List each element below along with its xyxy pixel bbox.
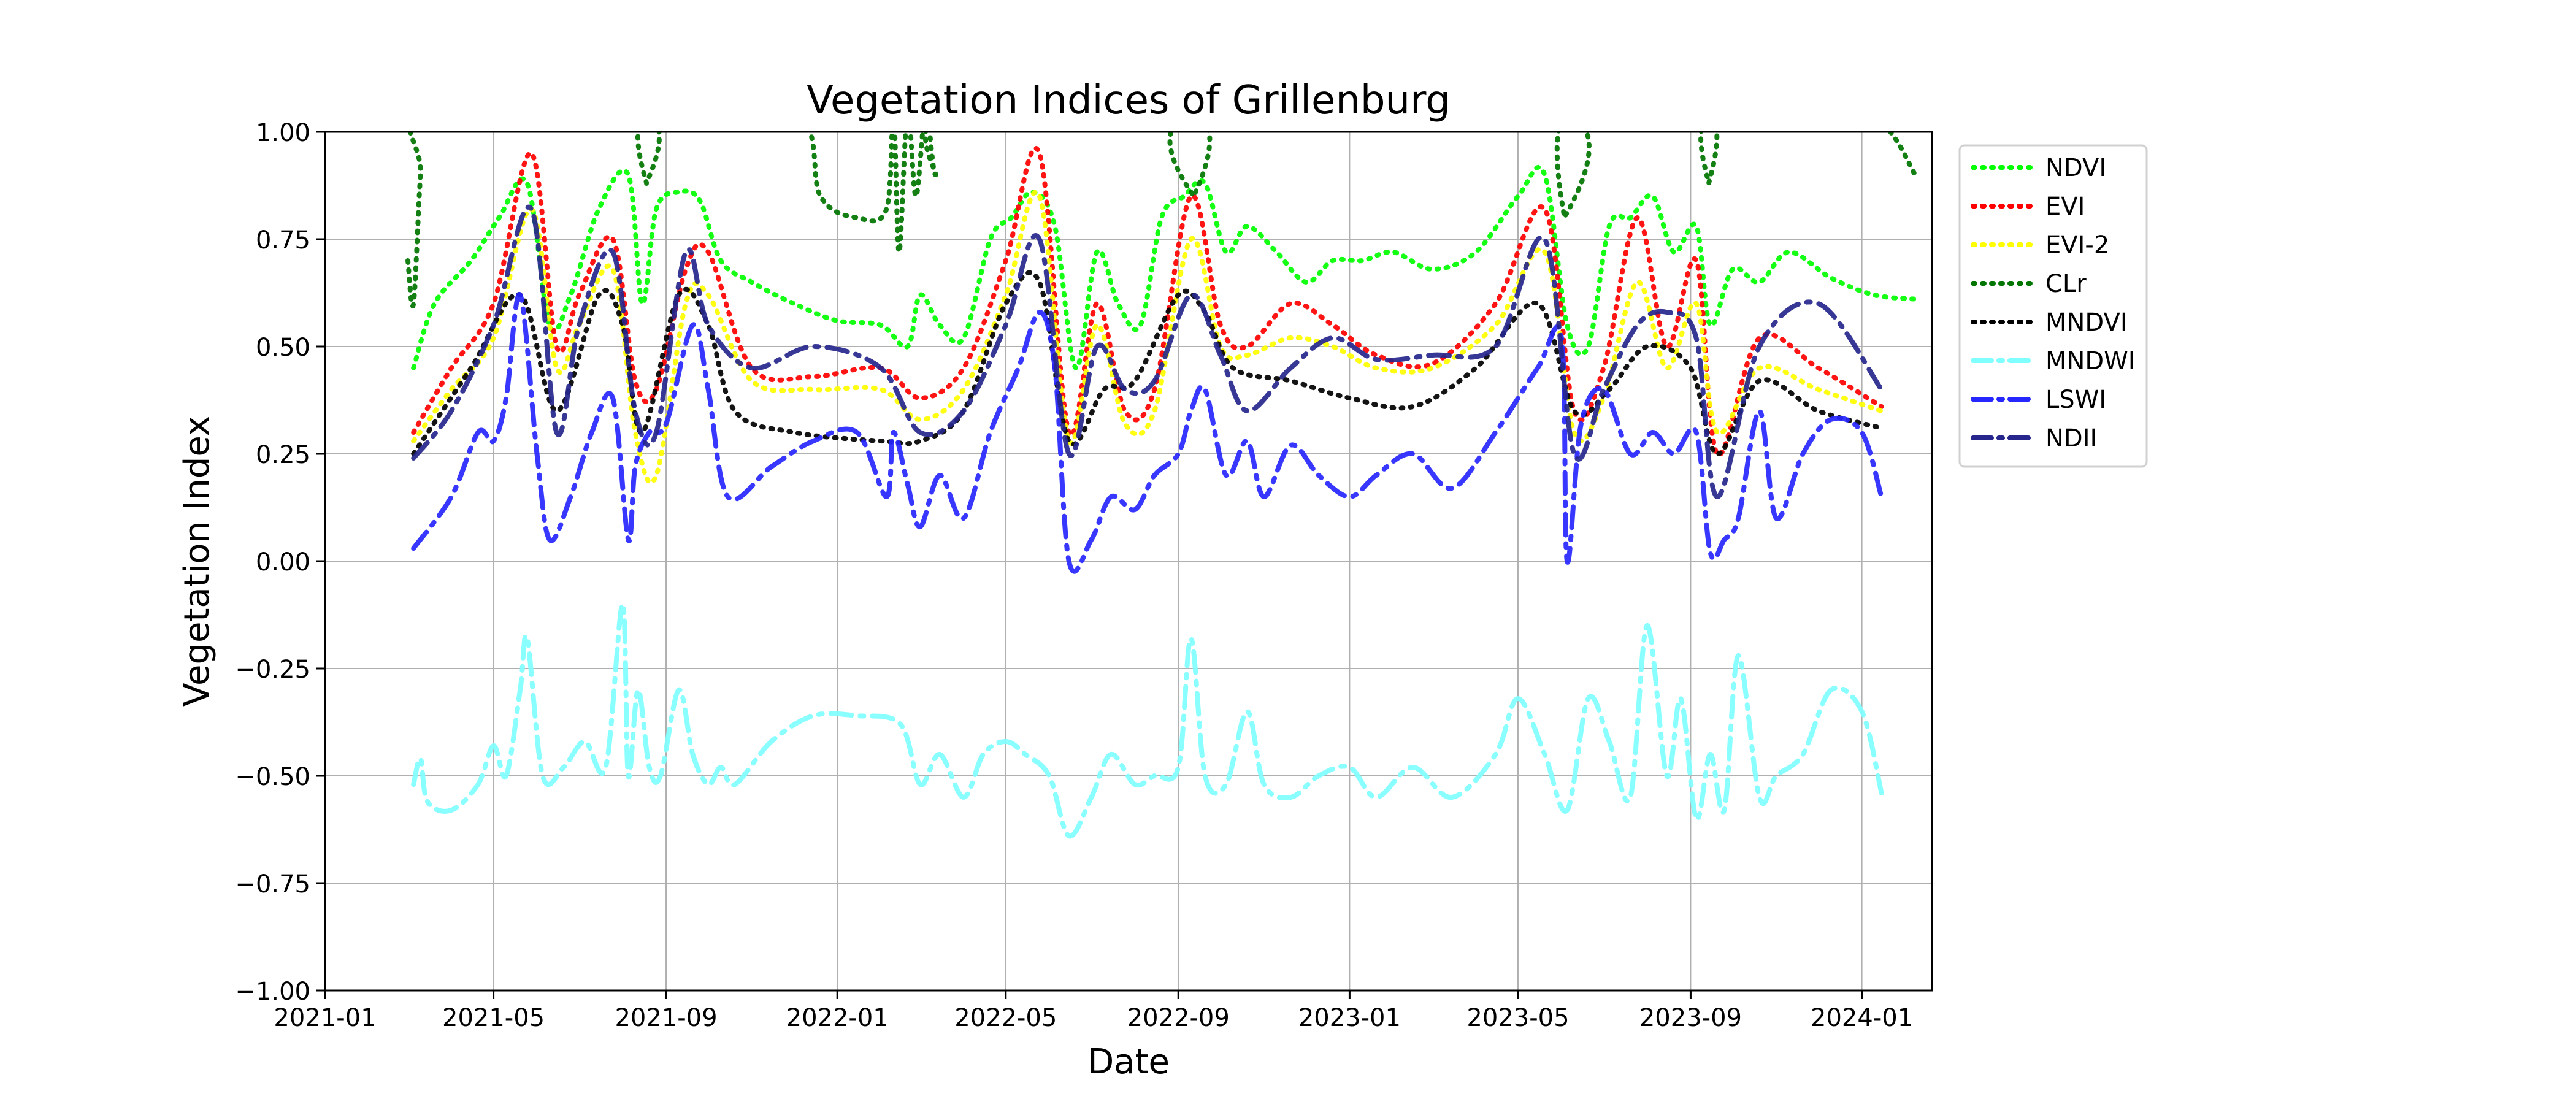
series-line-ndvi bbox=[411, 164, 1921, 371]
x-tick-label: 2021-05 bbox=[442, 1004, 545, 1032]
legend: NDVI EVI EVI-2 CLr MNDVI MNDWI LSWI NDII bbox=[1958, 144, 2148, 468]
x-axis-label: Date bbox=[1087, 1042, 1170, 1082]
legend-label-mndwi: MNDWI bbox=[2045, 347, 2136, 375]
y-tick-label: −1.00 bbox=[235, 978, 310, 1006]
grid bbox=[324, 131, 1932, 991]
y-tick-label: −0.75 bbox=[235, 870, 310, 898]
y-tick-label: 0.00 bbox=[256, 548, 310, 576]
x-tick-label: 2024-01 bbox=[1811, 1004, 1913, 1032]
x-tick-label: 2022-01 bbox=[786, 1004, 889, 1032]
series-line-clr bbox=[405, 132, 1921, 308]
y-tick-label: 0.75 bbox=[256, 226, 310, 255]
legend-label-ndii: NDII bbox=[2045, 424, 2097, 453]
x-tick-label: 2022-09 bbox=[1127, 1004, 1230, 1032]
legend-label-evi-2: EVI-2 bbox=[2045, 231, 2109, 259]
series-line-evi bbox=[411, 145, 1884, 458]
legend-label-mndvi: MNDVI bbox=[2045, 308, 2128, 337]
legend-frame bbox=[1958, 144, 2148, 468]
chart-title: Vegetation Indices of Grillenburg bbox=[807, 78, 1451, 123]
series-line-mndwi bbox=[411, 601, 1884, 839]
y-tick-label: 0.50 bbox=[256, 334, 310, 362]
y-tick-label: −0.50 bbox=[235, 763, 310, 791]
y-axis: −1.00 −0.75 −0.50 −0.25 0.00 0.25 0.50 0.75 1.00 bbox=[235, 119, 325, 1006]
y-axis-label: Vegetation Index bbox=[177, 416, 217, 707]
y-tick-label: 1.00 bbox=[256, 119, 310, 147]
x-axis: 2021-01 2021-05 2021-09 2022-01 2022-05 2022-… bbox=[274, 990, 1913, 1032]
legend-label-ndvi: NDVI bbox=[2045, 154, 2106, 182]
x-tick-label: 2023-09 bbox=[1639, 1004, 1742, 1032]
legend-label-clr: CLr bbox=[2045, 270, 2087, 298]
series-line-lswi bbox=[411, 291, 1884, 574]
x-tick-label: 2023-05 bbox=[1466, 1004, 1569, 1032]
x-tick-label: 2022-05 bbox=[954, 1004, 1057, 1032]
x-tick-label: 2021-01 bbox=[274, 1004, 376, 1032]
legend-label-lswi: LSWI bbox=[2045, 386, 2106, 414]
x-tick-label: 2023-01 bbox=[1298, 1004, 1401, 1032]
legend-label-evi: EVI bbox=[2045, 193, 2085, 221]
x-tick-label: 2021-09 bbox=[615, 1004, 717, 1032]
y-tick-label: −0.25 bbox=[235, 656, 310, 684]
series-group bbox=[405, 132, 1921, 839]
series-line-ndii bbox=[411, 204, 1884, 499]
y-tick-label: 0.25 bbox=[256, 441, 310, 469]
